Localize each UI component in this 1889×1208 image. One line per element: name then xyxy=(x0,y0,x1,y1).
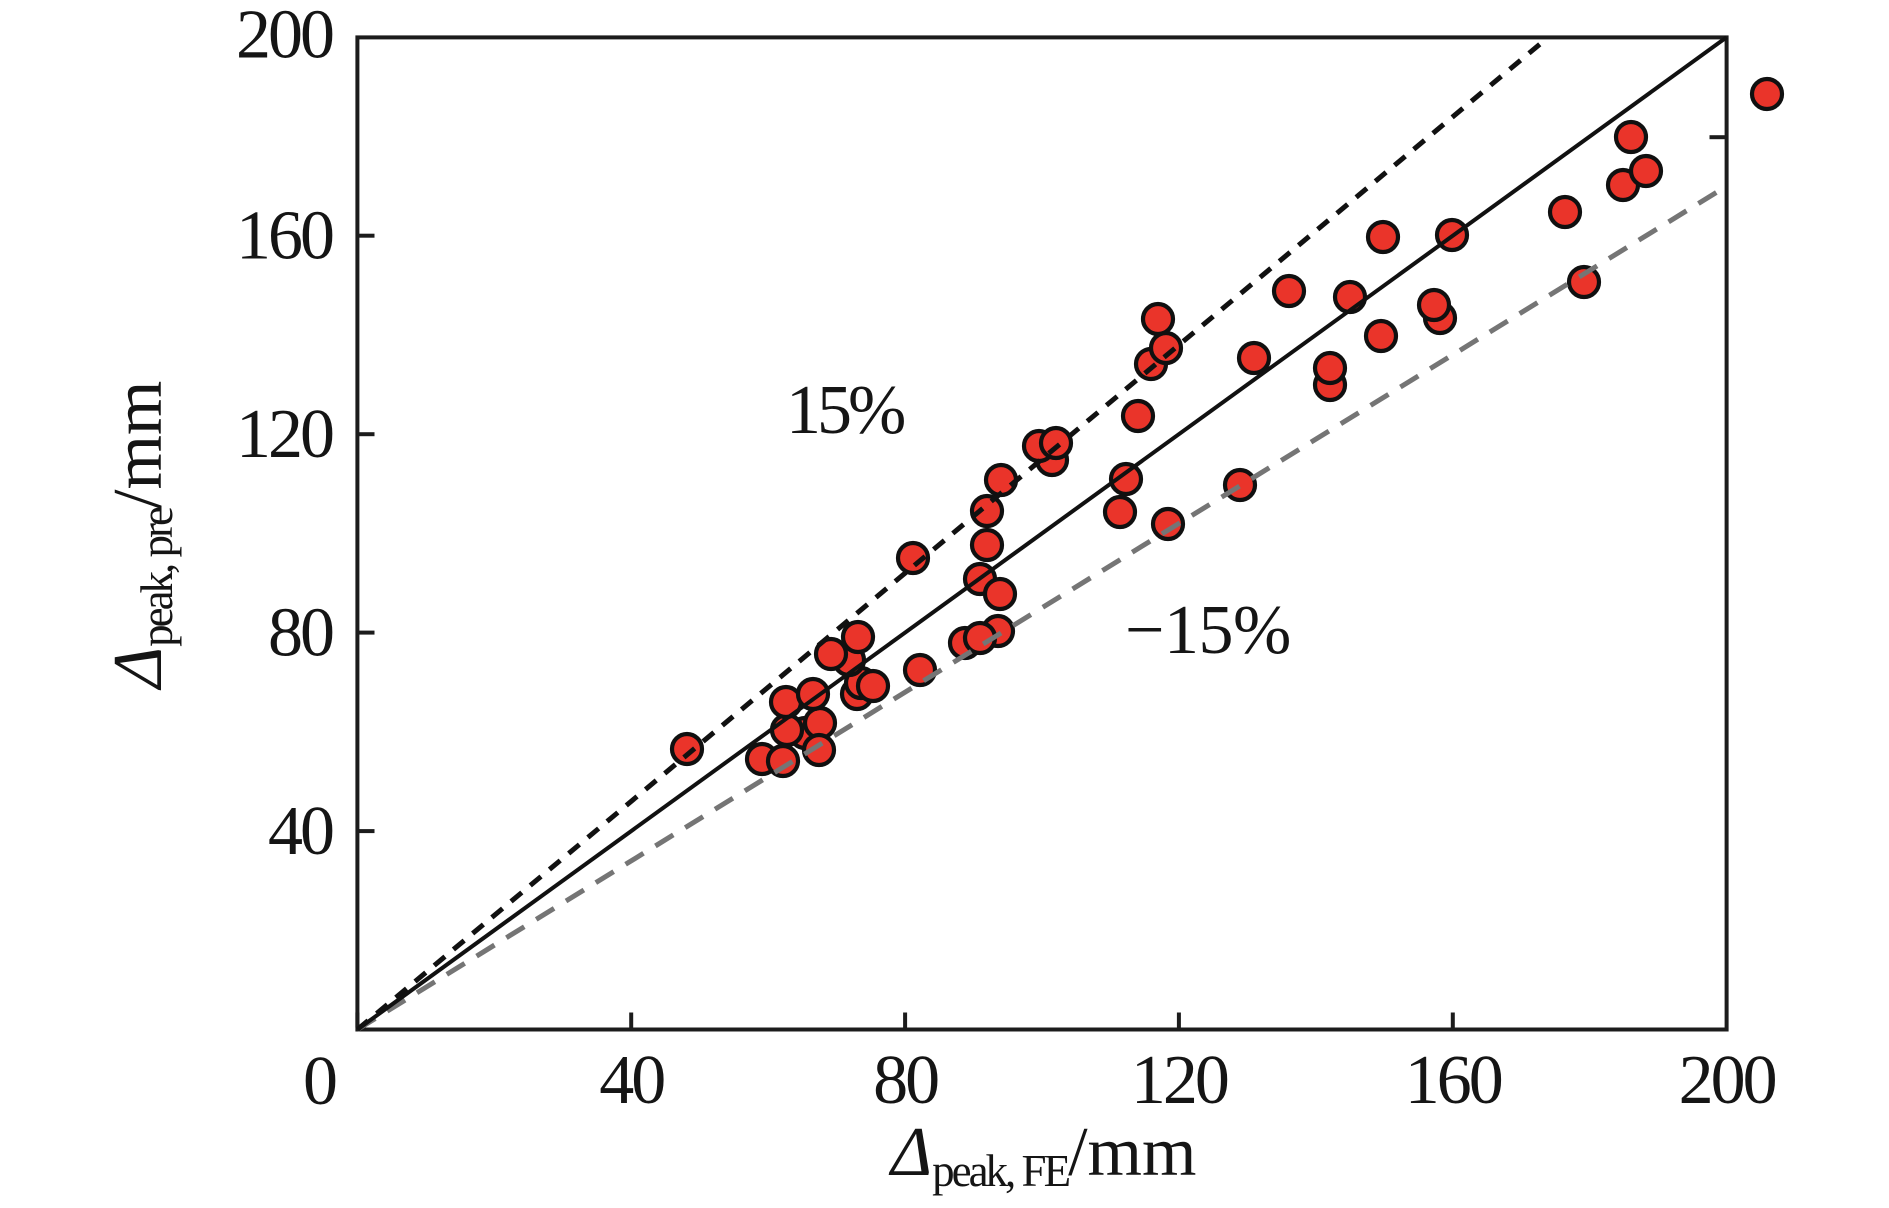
svg-text:160: 160 xyxy=(236,198,333,275)
svg-text:80: 80 xyxy=(873,1042,938,1119)
svg-text:−15%: −15% xyxy=(1125,592,1291,669)
svg-text:200: 200 xyxy=(1679,1042,1776,1119)
svg-text:40: 40 xyxy=(599,1042,664,1119)
svg-text:120: 120 xyxy=(1131,1042,1228,1119)
svg-text:80: 80 xyxy=(268,595,333,672)
svg-text:200: 200 xyxy=(236,0,333,74)
svg-text:40: 40 xyxy=(268,793,333,870)
svg-text:120: 120 xyxy=(236,396,333,473)
svg-text:15%: 15% xyxy=(786,372,904,449)
svg-text:160: 160 xyxy=(1405,1042,1502,1119)
svg-text:0: 0 xyxy=(303,1043,336,1120)
svg-text:Δpeak, pre/mm: Δpeak, pre/mm xyxy=(100,381,182,691)
svg-text:Δpeak, FE/mm: Δpeak, FE/mm xyxy=(888,1114,1196,1196)
